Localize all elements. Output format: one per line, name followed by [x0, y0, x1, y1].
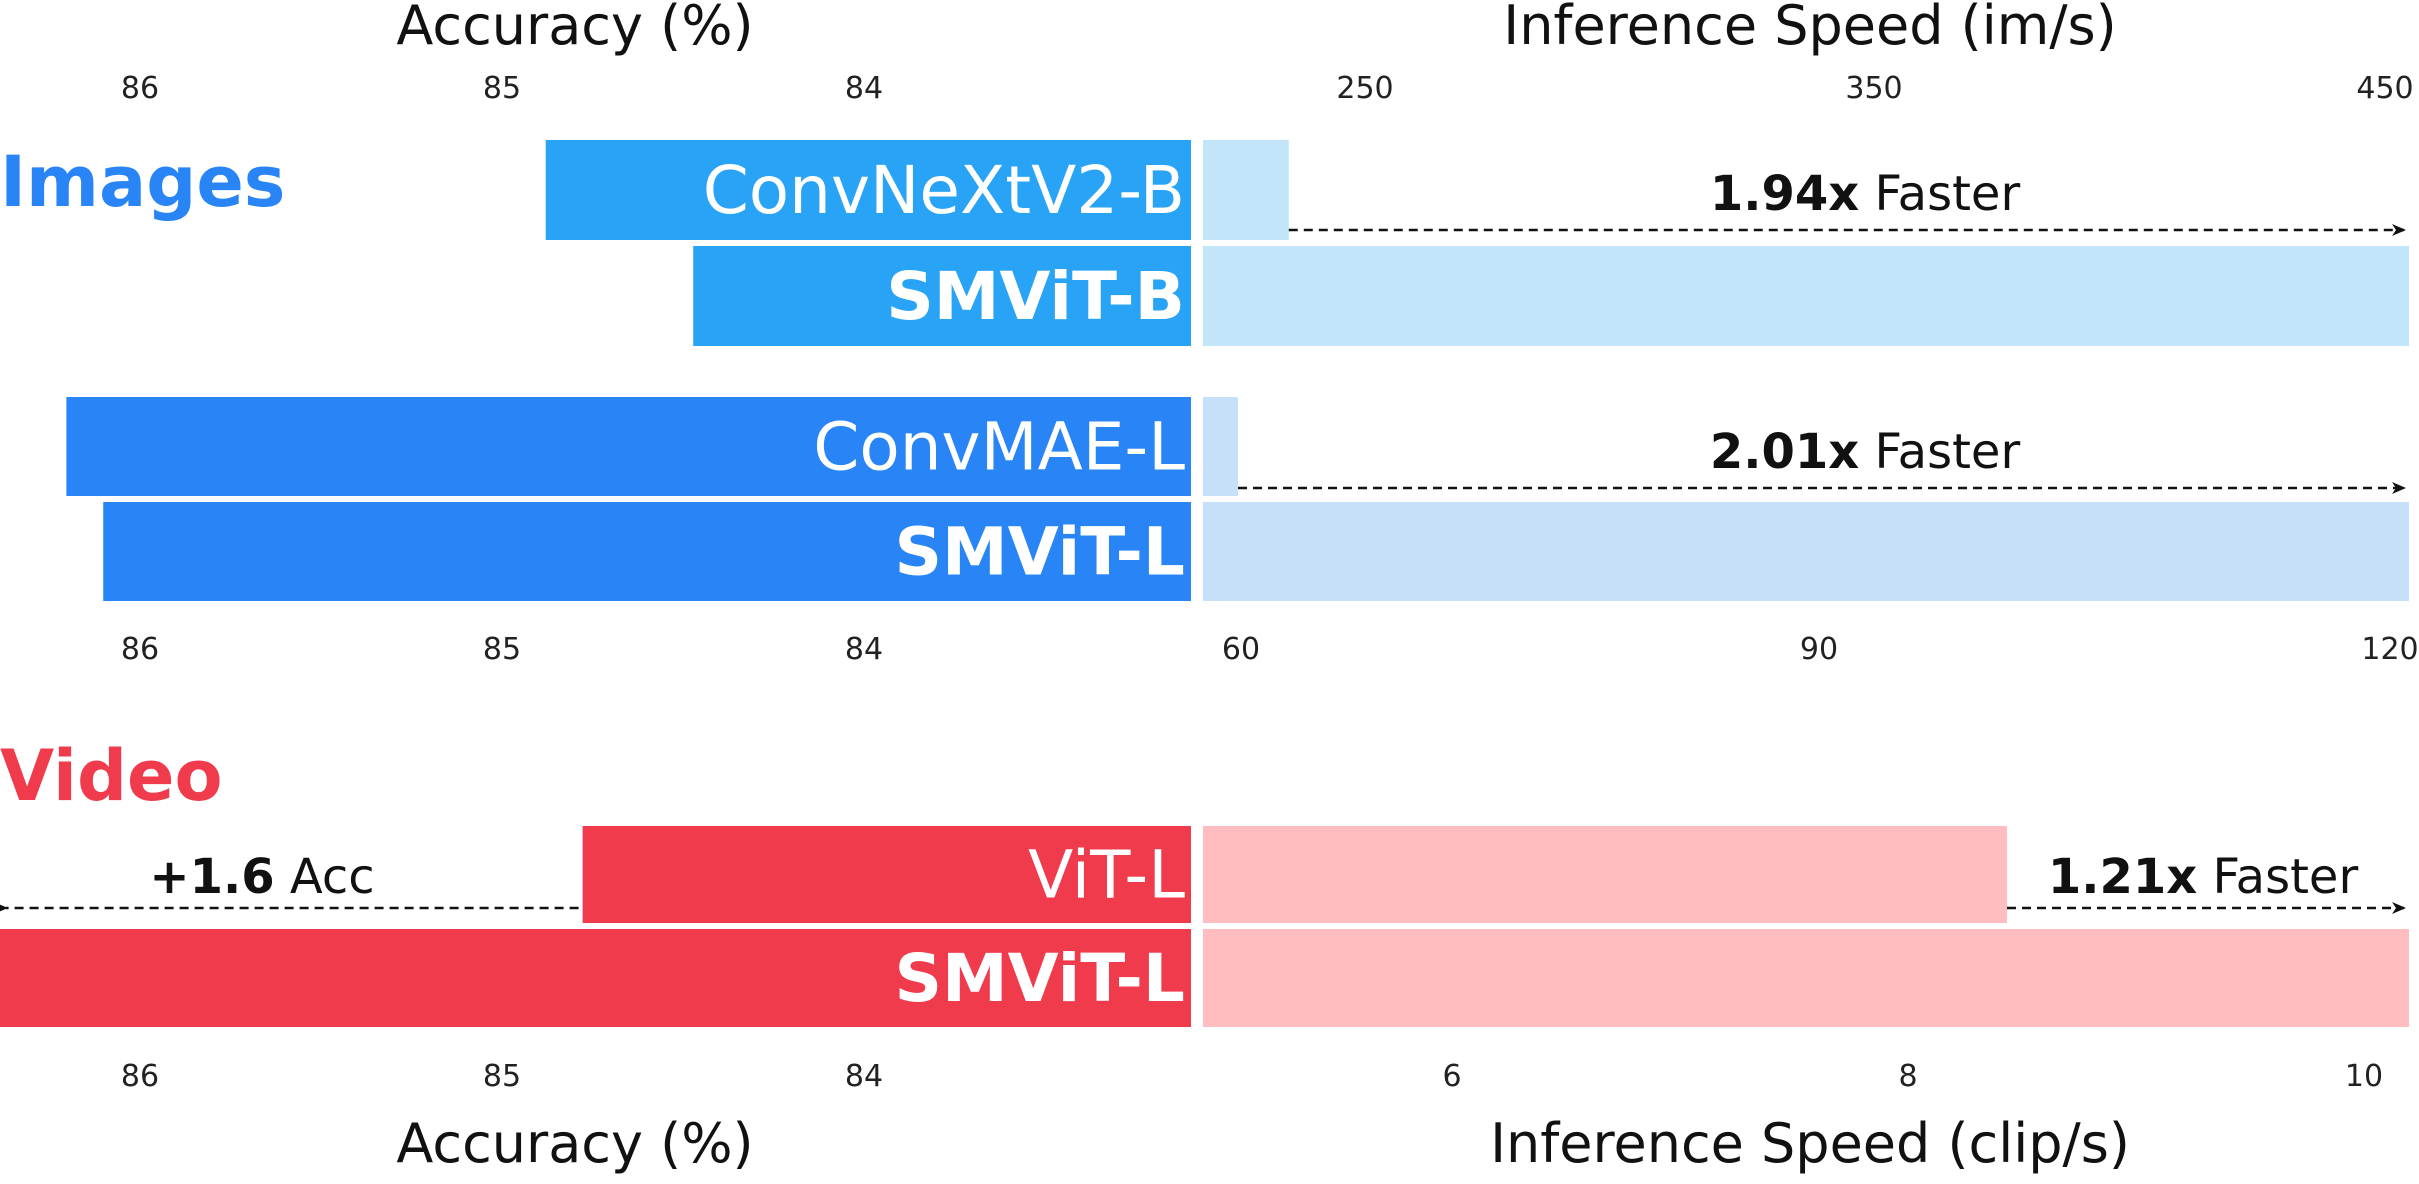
tick-label: 120	[2361, 632, 2418, 667]
tick-label: 8	[1898, 1059, 1917, 1094]
mid-accuracy-ticks: 86 85 84	[121, 632, 883, 667]
accuracy-bar	[103, 502, 1191, 601]
tick-label: 84	[845, 1059, 883, 1094]
bar-label: ConvNeXtV2-B	[703, 152, 1185, 229]
speedup-text: Faster	[1859, 424, 2020, 480]
top-accuracy-axis-title: Accuracy (%)	[396, 0, 753, 57]
bar-label: SMViT-B	[886, 258, 1185, 335]
top-speed-axis-title: Inference Speed (im/s)	[1503, 0, 2116, 57]
tick-label: 6	[1442, 1059, 1461, 1094]
tick-label: 84	[845, 632, 883, 667]
speedup-value: 1.21x	[2048, 849, 2197, 905]
tick-label: 86	[121, 71, 159, 106]
speedup-text: Faster	[1859, 166, 2020, 222]
speedup-label: 1.94x Faster	[1710, 166, 2021, 222]
speedup-label: 2.01x Faster	[1710, 424, 2021, 480]
bottom-speed-axis-title: Inference Speed (clip/s)	[1490, 1112, 2130, 1175]
speed-bar	[1203, 246, 2409, 346]
bar-label: SMViT-L	[894, 940, 1185, 1017]
bars-layer: ConvNeXtV2-B SMViT-B ConvMAE-L SMViT-L ViT-L…	[0, 140, 2409, 1027]
tick-label: 86	[121, 1059, 159, 1094]
tick-label: 250	[1336, 71, 1393, 106]
top-speed-ticks: 250 350 450	[1336, 71, 2413, 106]
speedup-text: Faster	[2197, 849, 2358, 905]
tick-label: 90	[1800, 632, 1838, 667]
tick-label: 86	[121, 632, 159, 667]
tick-label: 60	[1222, 632, 1260, 667]
speed-bar	[1203, 826, 2007, 923]
accuracy-bar	[693, 246, 1191, 346]
accuracy-bar	[0, 929, 1191, 1027]
bar-label: ConvMAE-L	[813, 409, 1185, 486]
accuracy-gain-value: +1.6	[149, 849, 274, 905]
bottom-speed-ticks: 6 8 10	[1442, 1059, 2383, 1094]
top-accuracy-ticks: 86 85 84	[121, 71, 883, 106]
speedup-label: 1.21x Faster	[2048, 849, 2359, 905]
accuracy-bar	[545, 140, 1191, 240]
bottom-accuracy-ticks: 86 85 84	[121, 1059, 883, 1094]
tick-label: 10	[2345, 1059, 2383, 1094]
bar-label: SMViT-L	[894, 514, 1185, 591]
speedup-value: 2.01x	[1710, 424, 1859, 480]
tick-label: 85	[483, 1059, 521, 1094]
mid-speed-ticks: 60 90 120	[1222, 632, 2419, 667]
speed-bar	[1203, 502, 2409, 601]
tick-label: 84	[845, 71, 883, 106]
section-title-images: Images	[0, 141, 285, 223]
accuracy-bar	[66, 397, 1192, 496]
bar-label: ViT-L	[1028, 837, 1185, 914]
tick-label: 450	[2356, 71, 2413, 106]
accuracy-bar	[582, 826, 1191, 923]
bottom-accuracy-axis-title: Accuracy (%)	[396, 1112, 753, 1175]
tick-label: 350	[1845, 71, 1902, 106]
speed-bar	[1203, 397, 1239, 496]
speedup-value: 1.94x	[1710, 166, 1859, 222]
accuracy-gain-label: +1.6 Acc	[149, 849, 374, 905]
speed-bar	[1203, 929, 2409, 1027]
speed-bar	[1203, 140, 1289, 240]
section-title-video: Video	[0, 735, 223, 817]
accuracy-gain-text: Acc	[275, 849, 375, 905]
tick-label: 85	[483, 632, 521, 667]
tick-label: 85	[483, 71, 521, 106]
